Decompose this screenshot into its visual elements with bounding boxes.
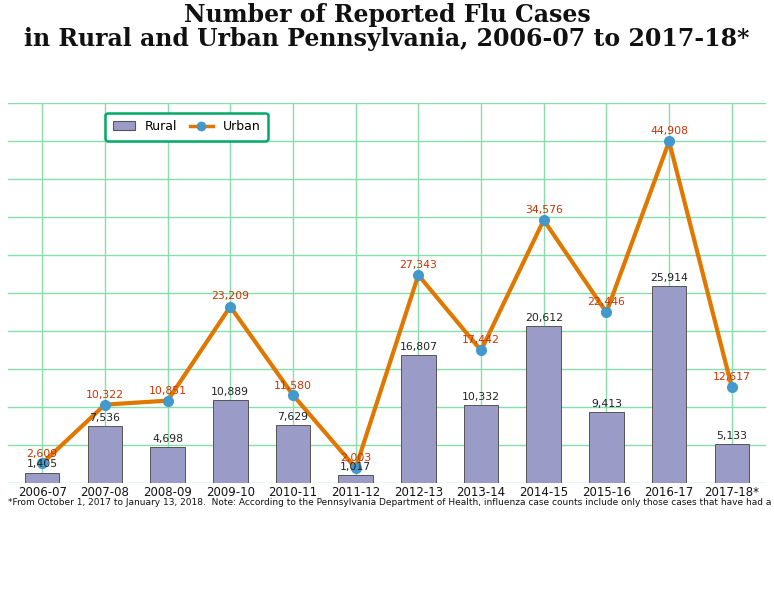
Text: in Rural and Urban Pennsylvania, 2006-07 to 2017-18*: in Rural and Urban Pennsylvania, 2006-07… <box>24 27 750 51</box>
Text: 2,003: 2,003 <box>340 452 372 463</box>
Bar <box>464 405 498 483</box>
Text: 10,332: 10,332 <box>462 391 500 402</box>
Text: 5,133: 5,133 <box>716 431 747 441</box>
Bar <box>25 472 60 483</box>
Text: *From October 1, 2017 to January 13, 2018.  Note: According to the Pennsylvania : *From October 1, 2017 to January 13, 201… <box>8 498 774 507</box>
Text: 23,209: 23,209 <box>211 291 249 301</box>
Text: 20,612: 20,612 <box>525 313 563 323</box>
Text: 44,908: 44,908 <box>650 126 688 136</box>
Bar <box>150 448 185 483</box>
Text: 34,576: 34,576 <box>525 205 563 215</box>
Text: 10,322: 10,322 <box>86 390 124 400</box>
Bar <box>526 326 561 483</box>
Text: 17,442: 17,442 <box>462 335 500 345</box>
Bar <box>276 425 310 483</box>
Text: 10,889: 10,889 <box>211 387 249 397</box>
Text: 1,405: 1,405 <box>26 460 58 469</box>
Legend: Rural, Urban: Rural, Urban <box>105 113 268 141</box>
Bar <box>338 475 373 483</box>
Text: 25,914: 25,914 <box>650 273 688 283</box>
Text: 2,609: 2,609 <box>26 449 58 459</box>
Text: Number of Reported Flu Cases: Number of Reported Flu Cases <box>183 3 591 27</box>
Text: 7,536: 7,536 <box>90 413 121 423</box>
Text: 1,017: 1,017 <box>340 463 372 472</box>
Text: 4,698: 4,698 <box>152 434 183 445</box>
Text: 7,629: 7,629 <box>277 412 309 422</box>
Text: 11,580: 11,580 <box>274 381 312 391</box>
Bar <box>87 426 122 483</box>
Text: 9,413: 9,413 <box>591 399 622 408</box>
Text: 22,446: 22,446 <box>587 297 625 307</box>
Bar <box>213 400 248 483</box>
Bar <box>652 286 687 483</box>
Text: 27,343: 27,343 <box>399 260 437 270</box>
Bar <box>401 355 436 483</box>
Bar <box>714 444 749 483</box>
Text: 12,617: 12,617 <box>713 372 751 382</box>
Text: 16,807: 16,807 <box>399 342 437 352</box>
Bar <box>589 411 624 483</box>
Text: 10,851: 10,851 <box>149 386 187 396</box>
